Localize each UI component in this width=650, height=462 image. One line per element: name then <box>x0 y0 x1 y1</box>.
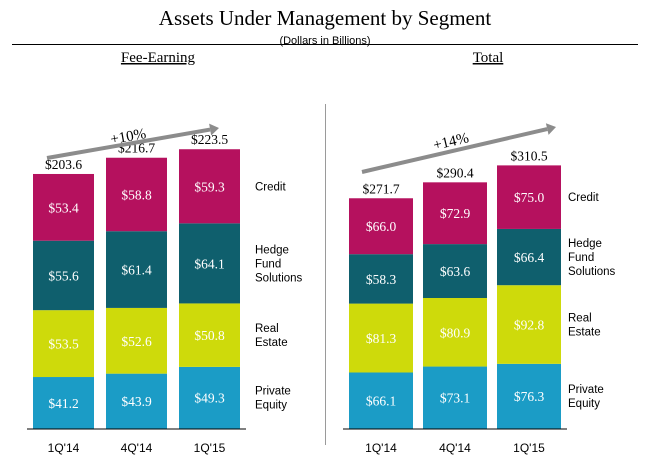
growth-arrow <box>361 127 548 174</box>
bar-segment-hedge-fund <box>349 254 413 304</box>
segment-value-label: $80.9 <box>440 325 471 340</box>
segment-value-label: $66.1 <box>366 393 396 408</box>
bar-segment-credit <box>349 198 413 255</box>
segment-value-label: $49.3 <box>194 391 225 406</box>
legend-label: Private Equity <box>568 384 604 410</box>
bar-segment-credit <box>106 157 167 232</box>
bar-segment-real-estate <box>33 310 94 378</box>
bar-segment-private-equity <box>33 377 94 429</box>
bar-total-label: $290.4 <box>436 165 473 180</box>
bar-total-label: $203.6 <box>45 157 82 172</box>
segment-value-label: $53.5 <box>48 337 79 352</box>
bar-segment-credit <box>179 149 240 224</box>
growth-label: +10% <box>109 126 147 148</box>
segment-value-label: $52.6 <box>121 334 152 349</box>
bar-segment-real-estate <box>423 298 487 367</box>
bar-total-label: $223.5 <box>191 132 228 147</box>
legend-label: Real Estate <box>255 323 288 349</box>
x-tick-label: 4Q'14 <box>121 441 153 455</box>
segment-value-label: $72.9 <box>440 206 471 221</box>
segment-value-label: $76.3 <box>514 389 545 404</box>
x-tick-label: 1Q'15 <box>194 441 226 455</box>
legend-label: Hedge Fund Solutions <box>568 238 616 278</box>
segment-value-label: $41.2 <box>48 396 78 411</box>
bar-segment-real-estate <box>349 303 413 373</box>
x-tick-label: 1Q'14 <box>48 441 80 455</box>
bar-total-label: $271.7 <box>362 181 399 196</box>
bar-segment-private-equity <box>497 363 561 429</box>
bar-segment-private-equity <box>423 366 487 429</box>
bar-segment-hedge-fund <box>423 244 487 299</box>
legend-label: Hedge Fund Solutions <box>255 244 303 284</box>
segment-value-label: $50.8 <box>194 328 225 343</box>
segment-value-label: $58.8 <box>121 187 152 202</box>
growth-label: +14% <box>432 130 471 154</box>
segment-value-label: $53.4 <box>48 200 79 215</box>
legend-label: Credit <box>255 181 286 193</box>
bar-segment-credit <box>497 165 561 229</box>
bar-segment-hedge-fund <box>497 228 561 286</box>
bar-segment-hedge-fund <box>179 223 240 304</box>
legend-label: Credit <box>568 192 599 204</box>
bar-segment-credit <box>33 173 94 241</box>
panel-title: Total <box>473 50 504 66</box>
bar-segment-private-equity <box>349 372 413 429</box>
segment-value-label: $63.6 <box>440 264 471 279</box>
panel-total: Total $66.1 $81.3 $58.3 $66.0 $271.7 1Q'14 $73.… <box>343 50 616 455</box>
x-tick-label: 1Q'15 <box>513 441 545 455</box>
segment-value-label: $81.3 <box>366 331 397 346</box>
bar-total-label: $310.5 <box>510 148 547 163</box>
bar-segment-credit <box>423 182 487 245</box>
legend-label: Private Equity <box>255 386 291 412</box>
bar-segment-hedge-fund <box>106 231 167 308</box>
growth-arrow-head <box>209 123 219 136</box>
segment-value-label: $73.1 <box>440 391 470 406</box>
segment-value-label: $66.0 <box>366 219 397 234</box>
bar-segment-hedge-fund <box>33 240 94 311</box>
bar-segment-private-equity <box>179 366 240 429</box>
growth-arrow-head <box>545 123 556 135</box>
chart-subtitle: (Dollars in Billions) <box>279 35 370 47</box>
segment-value-label: $64.1 <box>194 256 224 271</box>
chart-title: Assets Under Management by Segment <box>159 6 492 30</box>
chart-panels: Fee-Earning $41.2 $53.5 $55.6 $53.4 $203.6 1Q'… <box>27 50 616 455</box>
bar-segment-real-estate <box>497 285 561 364</box>
segment-value-label: $43.9 <box>121 394 152 409</box>
bar-segment-real-estate <box>179 303 240 367</box>
segment-value-label: $92.8 <box>514 318 545 333</box>
panel-fee-earning: Fee-Earning $41.2 $53.5 $55.6 $53.4 $203.6 1Q'… <box>27 50 303 455</box>
x-tick-label: 1Q'14 <box>365 441 397 455</box>
segment-value-label: $58.3 <box>366 272 397 287</box>
segment-value-label: $55.6 <box>48 268 79 283</box>
panel-title: Fee-Earning <box>121 50 196 66</box>
legend-label: Real Estate <box>568 313 601 339</box>
bar-segment-private-equity <box>106 373 167 429</box>
segment-value-label: $66.4 <box>514 250 545 265</box>
growth-arrow <box>46 127 211 160</box>
bar-segment-real-estate <box>106 307 167 374</box>
segment-value-label: $75.0 <box>514 190 545 205</box>
segment-value-label: $61.4 <box>121 263 152 278</box>
x-tick-label: 4Q'14 <box>439 441 471 455</box>
segment-value-label: $59.3 <box>194 179 225 194</box>
